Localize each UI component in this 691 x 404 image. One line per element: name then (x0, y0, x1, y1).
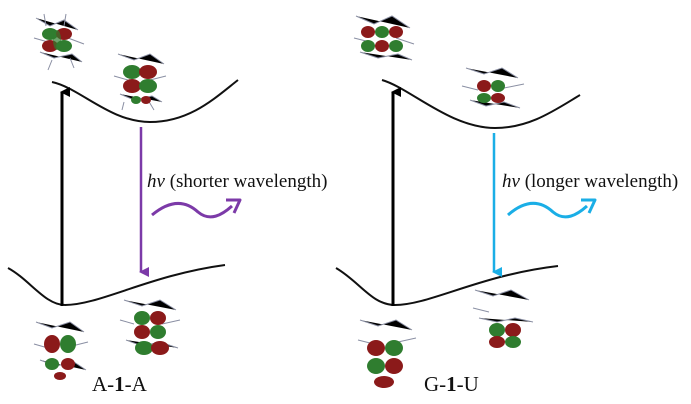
panel-left (7, 13, 242, 380)
molecule-orbital-icon (461, 67, 525, 109)
caption-compound: 1 (114, 372, 125, 396)
caption-compound: 1 (446, 372, 457, 396)
ground-state-curve (335, 265, 559, 307)
photon-arrowhead-icon (226, 198, 242, 214)
caption-right: G-1-U (424, 372, 479, 397)
caption-part: A- (92, 372, 115, 396)
ground-state-curve (7, 264, 226, 307)
molecule-orbital-icon (33, 321, 89, 380)
caption-left: A-1-A (92, 372, 147, 397)
molecule-orbital-icon (113, 53, 167, 111)
emission-label-right: hv (longer wavelength) (502, 171, 678, 193)
wavelength-desc: (longer wavelength) (524, 171, 679, 192)
caption-part: -U (456, 372, 479, 396)
photon-wave-icon (151, 201, 234, 219)
wavelength-desc: (shorter wavelength) (169, 171, 328, 192)
molecule-orbital-icon (33, 13, 85, 71)
panel-right (335, 15, 597, 388)
caption-part: G- (424, 372, 447, 396)
molecule-orbital-icon (119, 299, 181, 355)
photon-wave-icon (507, 201, 589, 219)
hv-symbol: hv (502, 171, 520, 192)
molecule-orbital-icon (357, 319, 417, 388)
hv-symbol: hv (147, 171, 165, 192)
caption-part: -A (124, 372, 147, 396)
photon-arrowhead-icon (581, 198, 597, 214)
excited-state-curve (51, 79, 239, 124)
excited-state-curve (381, 79, 581, 130)
emission-label-left: hv (shorter wavelength) (147, 171, 327, 193)
molecule-orbital-icon (353, 15, 415, 61)
molecule-orbital-icon (472, 289, 534, 348)
